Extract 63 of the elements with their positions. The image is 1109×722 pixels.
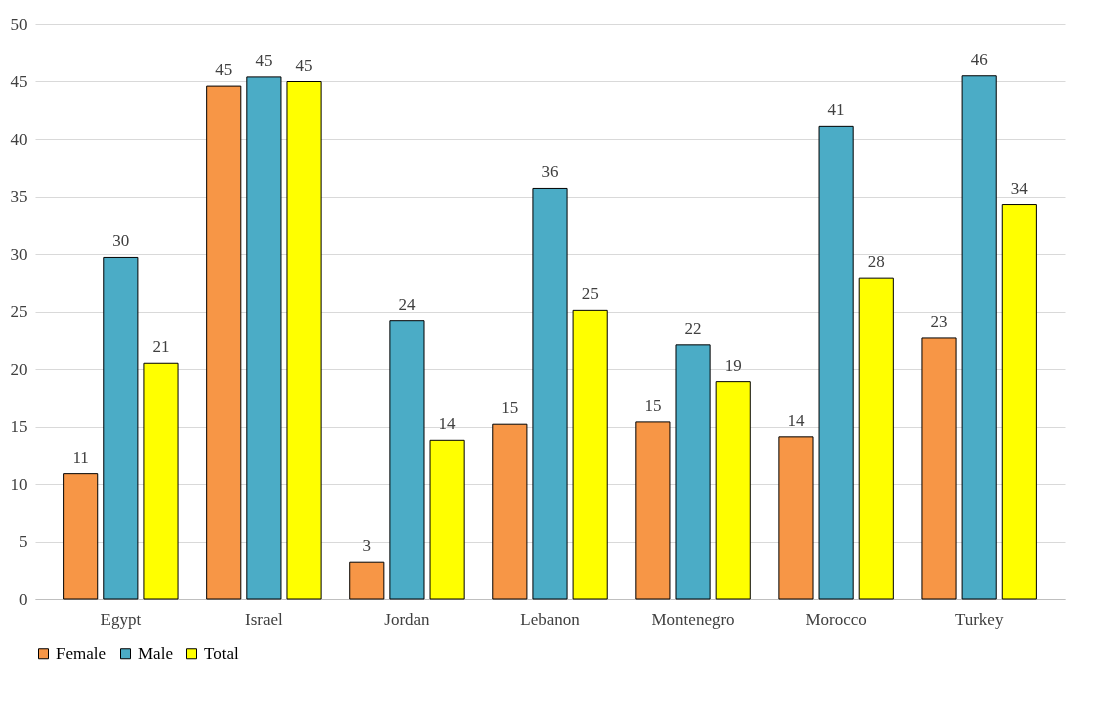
bar <box>206 85 242 600</box>
legend-label: Male <box>138 643 173 663</box>
data-label: 21 <box>152 337 170 357</box>
bar <box>961 75 997 600</box>
x-tick-label: Montenegro <box>651 609 735 629</box>
bar <box>921 337 957 600</box>
data-label: 14 <box>438 414 457 434</box>
data-label: 28 <box>867 252 885 272</box>
data-label: 14 <box>787 410 805 430</box>
data-label: 41 <box>827 100 845 120</box>
bar <box>715 381 751 600</box>
x-tick-label: Israel <box>245 609 284 629</box>
x-tick-label: Jordan <box>384 609 431 629</box>
bar <box>675 344 711 600</box>
bar <box>63 473 99 600</box>
data-label: 22 <box>684 318 702 338</box>
data-label: 19 <box>724 355 742 375</box>
bar <box>778 436 814 600</box>
y-tick-label: 50 <box>10 14 28 34</box>
y-tick-label: 25 <box>10 302 28 321</box>
data-label: 3 <box>362 536 372 556</box>
data-label: 24 <box>398 294 416 314</box>
bar <box>635 421 671 600</box>
data-label: 34 <box>1010 178 1029 198</box>
y-tick-label: 5 <box>19 532 28 551</box>
y-tick-label: 35 <box>10 187 28 206</box>
data-label: 45 <box>255 50 273 70</box>
data-label: 23 <box>930 311 948 331</box>
bar <box>286 81 322 600</box>
bar <box>818 125 854 600</box>
x-tick-label: Lebanon <box>520 609 581 629</box>
bar <box>572 309 608 600</box>
legend-label: Female <box>56 643 107 663</box>
y-tick-label: 45 <box>10 72 28 91</box>
bar <box>429 439 465 600</box>
data-label: 15 <box>644 395 662 415</box>
y-tick-label: 0 <box>19 589 28 609</box>
bar <box>1001 204 1037 600</box>
legend-label: Total <box>204 643 239 663</box>
data-label: 15 <box>501 398 519 418</box>
y-tick-label: 20 <box>10 359 28 379</box>
bar <box>858 277 894 600</box>
data-label: 45 <box>295 55 313 75</box>
data-label: 36 <box>541 162 559 182</box>
bar <box>389 320 425 600</box>
y-tick-label: 15 <box>10 417 28 436</box>
y-tick-label: 30 <box>10 244 28 264</box>
bar <box>103 256 139 600</box>
data-label: 45 <box>215 60 233 80</box>
x-tick-label: Turkey <box>954 609 1004 629</box>
bar <box>532 187 568 600</box>
x-tick-label: Morocco <box>805 609 867 629</box>
bar <box>143 362 179 600</box>
y-tick-label: 10 <box>10 474 28 494</box>
data-label: 25 <box>581 284 599 304</box>
data-label: 46 <box>970 49 988 69</box>
bar <box>246 76 282 600</box>
x-tick-label: Egypt <box>100 609 142 629</box>
bar <box>492 423 528 600</box>
data-label: 11 <box>72 447 89 467</box>
bar <box>349 561 385 600</box>
y-tick-label: 40 <box>10 129 28 149</box>
data-label: 30 <box>112 231 130 251</box>
